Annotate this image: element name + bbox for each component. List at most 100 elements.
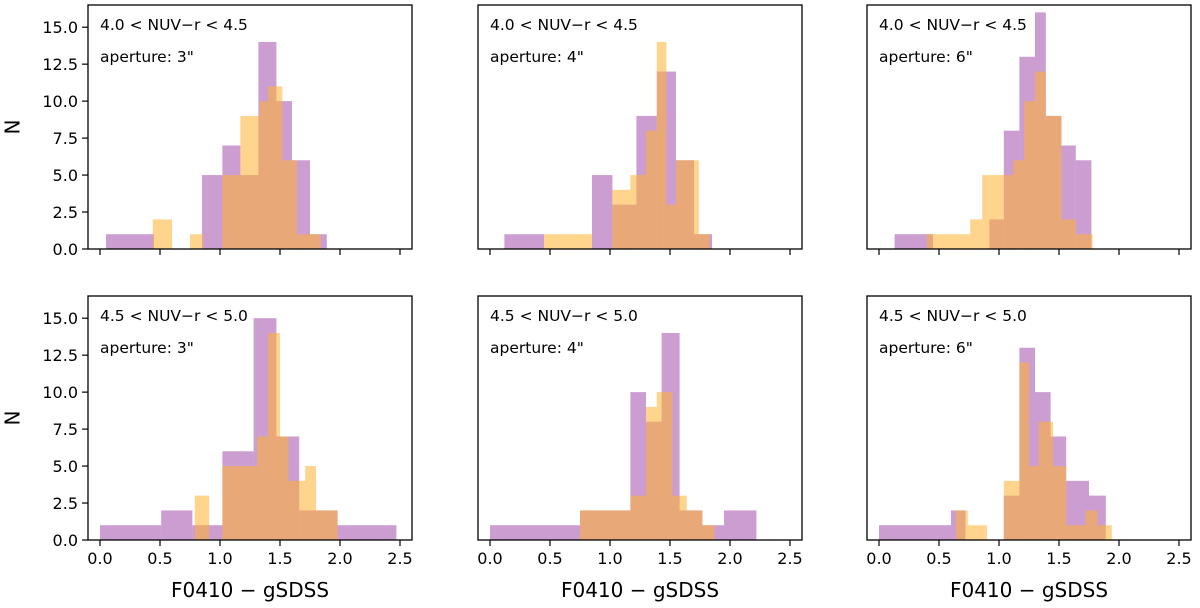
orange-bar [1003, 480, 1020, 540]
orange-bar [656, 392, 673, 540]
orange-bar [698, 234, 710, 249]
orange-bar [970, 219, 983, 249]
orange-bar [612, 189, 631, 249]
color-range-annotation: 4.0 < NUV−r < 4.5 [879, 16, 1027, 34]
orange-bar [268, 332, 280, 540]
y-tick-label: 5.0 [53, 457, 78, 476]
orange-bar [194, 495, 210, 540]
panel-frame [87, 295, 413, 541]
orange-bar [1003, 175, 1014, 249]
purple-bar [879, 525, 951, 540]
orange-bar [1075, 234, 1093, 249]
orange-bar [580, 510, 631, 540]
orange-bar [222, 466, 241, 540]
orange-bar [1029, 466, 1039, 540]
orange-bar [240, 115, 260, 249]
orange-bar [630, 495, 646, 540]
purple-bar [106, 234, 154, 249]
aperture-annotation: aperture: 4" [490, 339, 584, 357]
orange-bar [955, 510, 968, 540]
y-axis-title: N [1, 411, 25, 426]
orange-bar [282, 160, 297, 249]
y-tick-label: 12.5 [42, 346, 78, 365]
purple-bar [337, 525, 397, 540]
histogram-panel-6: 0.0 0.5 1.0 1.5 2.0 2.5 F0410 − gSDSS 4.5 < NUV… [866, 295, 1192, 602]
orange-bar [1066, 525, 1086, 540]
x-tick-label: 1.0 [986, 549, 1011, 568]
orange-bar [686, 510, 703, 540]
orange-bar [1097, 525, 1112, 540]
x-tick-label: 2.5 [387, 549, 412, 568]
purple-bar [161, 510, 193, 540]
orange-bar [288, 480, 306, 540]
color-range-annotation: 4.0 < NUV−r < 4.5 [100, 16, 248, 34]
histogram-panel-2: 4.0 < NUV−r < 4.5 aperture: 4" [477, 4, 803, 255]
orange-bar [1045, 115, 1062, 249]
purple-bar [1075, 160, 1092, 249]
x-tick-label: 0.0 [866, 549, 891, 568]
orange-bar [1019, 362, 1029, 540]
histogram-panel-4: 0.0 0.5 1.0 1.5 2.0 2.5 0.0 2.5 5.0 7.5 10.0 12.5 15… [1, 295, 413, 602]
orange-bar [316, 510, 338, 540]
y-tick-label: 15.0 [42, 309, 78, 328]
orange-bar [1085, 510, 1098, 540]
x-tick-label: 0.0 [477, 549, 502, 568]
orange-bar [967, 525, 987, 540]
orange-bar [1024, 101, 1035, 249]
y-tick-label: 5.0 [53, 166, 78, 185]
x-tick-label: 1.0 [207, 549, 232, 568]
y-tick-label: 7.5 [53, 129, 78, 148]
y-tick-label: 2.5 [53, 203, 78, 222]
orange-bar [945, 234, 971, 249]
orange-bar [1061, 219, 1076, 249]
panel-frame [87, 4, 413, 250]
orange-bar [646, 406, 657, 540]
purple-bar [592, 175, 613, 249]
aperture-annotation: aperture: 4" [490, 48, 584, 66]
orange-bar [656, 41, 667, 249]
panel-frame [477, 295, 803, 541]
purple-bar [504, 234, 544, 249]
x-tick-label: 2.5 [777, 549, 802, 568]
x-tick-label: 0.0 [87, 549, 112, 568]
aperture-annotation: aperture: 3" [100, 48, 194, 66]
x-tick-label: 1.5 [1046, 549, 1071, 568]
orange-bar [305, 466, 316, 540]
x-tick-label: 1.5 [657, 549, 682, 568]
panel-frame [866, 4, 1192, 250]
orange-bar [672, 495, 687, 540]
orange-bar [222, 175, 241, 249]
y-tick-label: 7.5 [53, 420, 78, 439]
orange-bar [1053, 466, 1067, 540]
orange-bar [544, 234, 592, 249]
purple-bar [724, 510, 757, 540]
color-range-annotation: 4.5 < NUV−r < 5.0 [100, 307, 248, 325]
x-tick-label: 2.0 [327, 549, 352, 568]
panel-frame [866, 295, 1192, 541]
orange-bar [190, 234, 204, 249]
x-tick-label: 1.5 [267, 549, 292, 568]
color-range-annotation: 4.5 < NUV−r < 5.0 [490, 307, 638, 325]
purple-bar [202, 175, 223, 249]
y-tick-label: 0.0 [53, 240, 78, 259]
orange-bar [152, 219, 172, 249]
histogram-panel-1: 0.0 2.5 5.0 7.5 10.0 12.5 15.0 N 4.0 < NUV−r < 4… [1, 4, 413, 259]
color-range-annotation: 4.0 < NUV−r < 4.5 [490, 16, 638, 34]
color-range-annotation: 4.5 < NUV−r < 5.0 [879, 307, 1027, 325]
orange-bar [702, 525, 715, 540]
x-axis-title: F0410 − gSDSS [561, 578, 719, 602]
orange-bar [257, 436, 268, 540]
x-tick-label: 0.5 [147, 549, 172, 568]
orange-bar [1038, 421, 1053, 540]
y-tick-label: 10.0 [42, 383, 78, 402]
y-tick-label: 0.0 [53, 531, 78, 550]
orange-bar [630, 175, 646, 249]
y-tick-label: 12.5 [42, 55, 78, 74]
orange-bar [676, 160, 699, 249]
y-tick-label: 15.0 [42, 18, 78, 37]
x-axis-title: F0410 − gSDSS [171, 578, 329, 602]
orange-bar [646, 130, 657, 249]
x-tick-label: 0.5 [537, 549, 562, 568]
purple-bar [490, 525, 580, 540]
